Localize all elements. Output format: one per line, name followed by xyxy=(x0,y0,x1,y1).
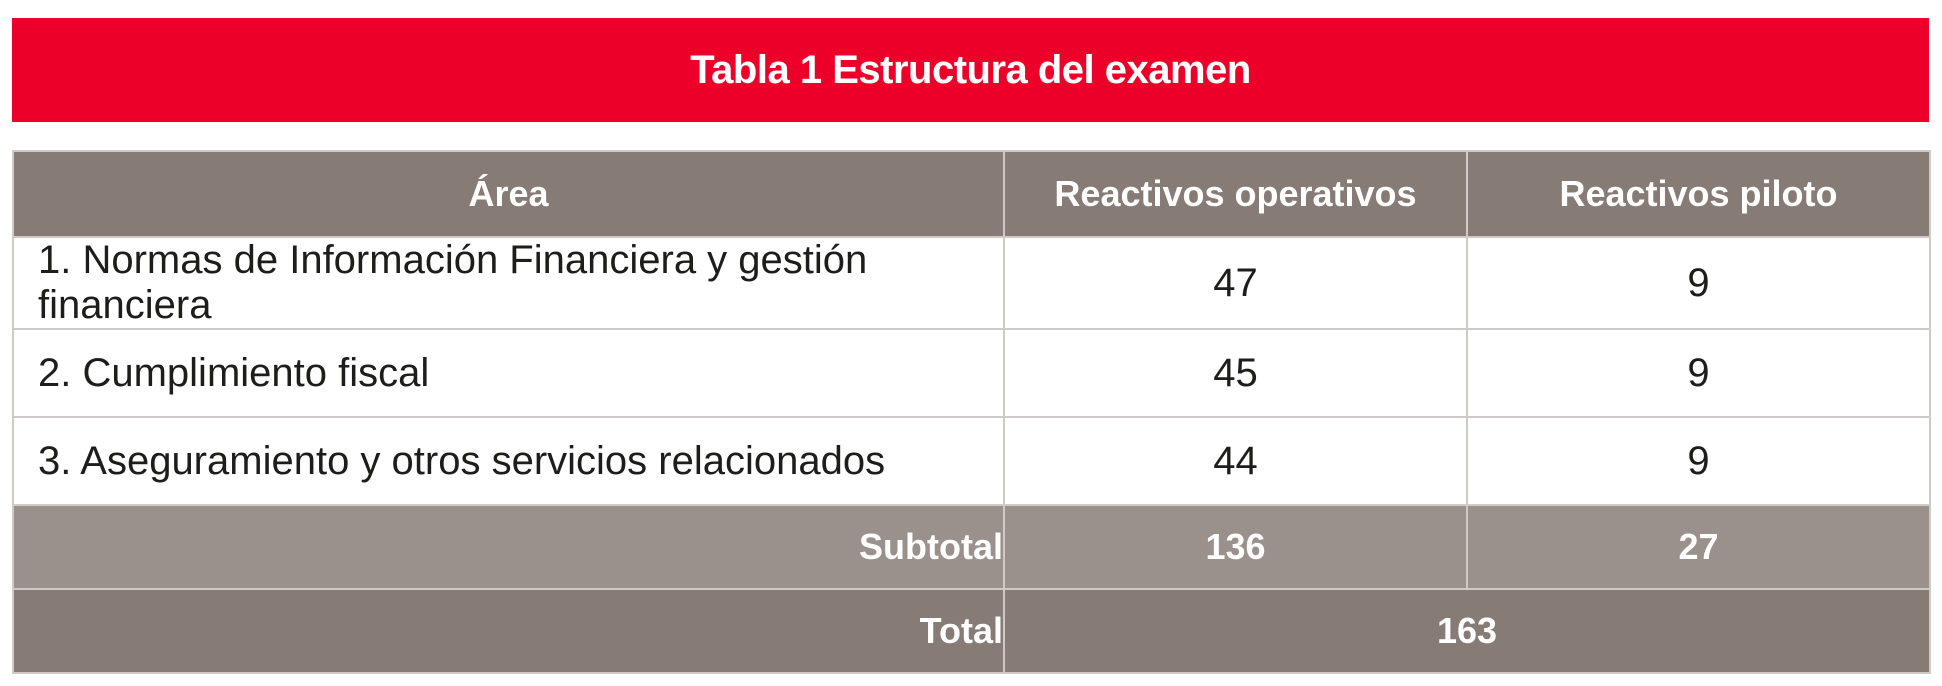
subtotal-label: Subtotal xyxy=(12,504,1005,590)
table-header-row: Área Reactivos operativos Reactivos pilo… xyxy=(12,150,1931,238)
table-title: Tabla 1 Estructura del examen xyxy=(12,18,1929,122)
operativos-cell: 44 xyxy=(1003,416,1468,506)
header-reactivos-operativos: Reactivos operativos xyxy=(1003,150,1468,238)
table-row: 2. Cumplimiento fiscal 45 9 xyxy=(12,328,1931,418)
subtotal-operativos: 136 xyxy=(1003,504,1468,590)
piloto-cell: 9 xyxy=(1466,236,1931,330)
subtotal-row: Subtotal 136 27 xyxy=(12,504,1931,590)
subtotal-piloto: 27 xyxy=(1466,504,1931,590)
operativos-cell: 47 xyxy=(1003,236,1468,330)
area-cell: 2. Cumplimiento fiscal xyxy=(12,328,1005,418)
total-label: Total xyxy=(12,588,1005,674)
operativos-cell: 45 xyxy=(1003,328,1468,418)
table-row: 3. Aseguramiento y otros servicios relac… xyxy=(12,416,1931,506)
table-title-text: Tabla 1 Estructura del examen xyxy=(690,47,1251,92)
area-cell: 1. Normas de Información Financiera y ge… xyxy=(12,236,1005,330)
piloto-cell: 9 xyxy=(1466,416,1931,506)
header-area: Área xyxy=(12,150,1005,238)
area-cell: 3. Aseguramiento y otros servicios relac… xyxy=(12,416,1005,506)
total-row: Total 163 xyxy=(12,588,1931,674)
piloto-cell: 9 xyxy=(1466,328,1931,418)
total-value: 163 xyxy=(1003,588,1931,674)
exam-structure-table: Área Reactivos operativos Reactivos pilo… xyxy=(12,150,1931,674)
table-row: 1. Normas de Información Financiera y ge… xyxy=(12,236,1931,330)
header-reactivos-piloto: Reactivos piloto xyxy=(1466,150,1931,238)
